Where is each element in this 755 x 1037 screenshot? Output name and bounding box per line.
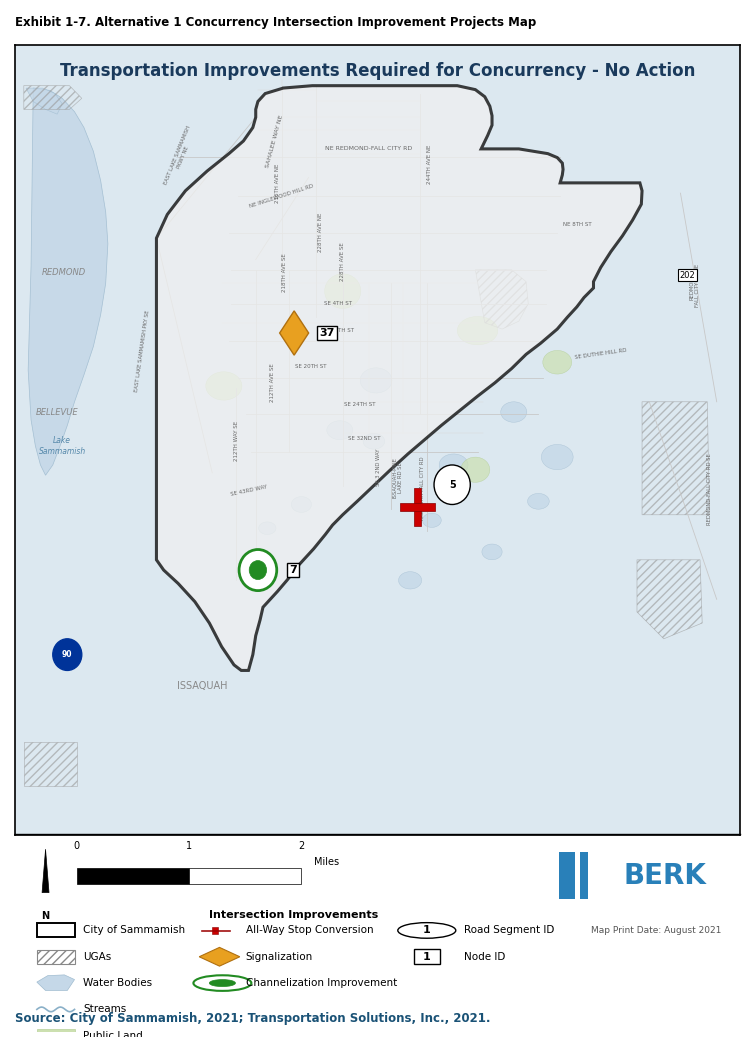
Text: ISSAQUAH-PINE
LAKE RD SE: ISSAQUAH-PINE LAKE RD SE	[393, 457, 403, 498]
Circle shape	[209, 980, 236, 986]
Bar	[77, 868, 189, 884]
Polygon shape	[543, 351, 572, 374]
Text: REDMOND: REDMOND	[42, 268, 87, 277]
Text: EAST LAKE SAMMAMISH PKY SE: EAST LAKE SAMMAMISH PKY SE	[134, 310, 150, 392]
Polygon shape	[439, 454, 468, 476]
Text: 212TH AVE SE: 212TH AVE SE	[270, 363, 275, 402]
Polygon shape	[156, 86, 642, 671]
Text: UGAs: UGAs	[83, 952, 112, 961]
Text: SE 3 2ND WAY: SE 3 2ND WAY	[377, 449, 381, 486]
Circle shape	[53, 639, 82, 671]
Polygon shape	[199, 948, 240, 966]
Text: SE 24TH ST: SE 24TH ST	[344, 401, 375, 407]
Text: EAST LAKE SAMMAMISH
PKWY NE: EAST LAKE SAMMAMISH PKWY NE	[164, 125, 197, 188]
Text: Public Land: Public Land	[83, 1031, 143, 1037]
Text: Road Segment ID: Road Segment ID	[464, 925, 555, 935]
Text: NE INGLEWOOD HILL RD: NE INGLEWOOD HILL RD	[249, 184, 315, 209]
Text: SE 43RD WAY: SE 43RD WAY	[230, 484, 267, 498]
Circle shape	[434, 465, 470, 504]
Bar	[581, 852, 587, 899]
Text: Streams: Streams	[83, 1005, 127, 1014]
Text: ISSAQUAH-FALL CITY RD: ISSAQUAH-FALL CITY RD	[420, 457, 425, 521]
Polygon shape	[541, 445, 573, 470]
Text: 202: 202	[680, 271, 695, 280]
Text: NE REDMOND-FALL CITY RD: NE REDMOND-FALL CITY RD	[325, 146, 412, 151]
Text: SE 20TH ST: SE 20TH ST	[295, 364, 327, 369]
Bar	[189, 868, 301, 884]
Text: 90: 90	[62, 650, 72, 660]
Text: SE 4TH ST: SE 4TH ST	[324, 302, 352, 306]
Text: 244TH AVE NE: 244TH AVE NE	[427, 145, 432, 185]
Polygon shape	[206, 371, 242, 400]
Text: Lake
Sammamish: Lake Sammamish	[39, 437, 86, 455]
Circle shape	[239, 550, 277, 591]
Polygon shape	[501, 401, 527, 422]
Text: 228TH AVE SE: 228TH AVE SE	[341, 243, 345, 281]
Text: 216TH AVE NE: 216TH AVE NE	[275, 163, 280, 202]
Text: 218TH AVE SE: 218TH AVE SE	[282, 253, 287, 291]
Text: Source: City of Sammamish, 2021; Transportation Solutions, Inc., 2021.: Source: City of Sammamish, 2021; Transpo…	[15, 1012, 491, 1026]
Text: REDMOND-FALL CITY RD SE: REDMOND-FALL CITY RD SE	[707, 453, 712, 525]
Text: All-Way Stop Conversion: All-Way Stop Conversion	[245, 925, 373, 935]
Bar	[37, 1029, 75, 1037]
Bar	[414, 950, 440, 964]
Text: SE DUTHIE HILL RD: SE DUTHIE HILL RD	[575, 348, 627, 361]
Text: Node ID: Node ID	[464, 952, 506, 961]
Polygon shape	[26, 88, 62, 114]
Text: BELLEVUE: BELLEVUE	[35, 408, 79, 417]
Bar	[37, 950, 75, 963]
Polygon shape	[461, 457, 490, 482]
Polygon shape	[279, 311, 309, 355]
Text: Exhibit 1-7. Alternative 1 Concurrency Intersection Improvement Projects Map: Exhibit 1-7. Alternative 1 Concurrency I…	[15, 16, 536, 29]
Bar	[212, 926, 218, 934]
Text: Water Bodies: Water Bodies	[83, 978, 153, 988]
Polygon shape	[28, 88, 108, 475]
Polygon shape	[291, 497, 312, 512]
Text: SE 8TH ST: SE 8TH ST	[326, 328, 354, 333]
Bar	[37, 923, 75, 937]
Bar	[201, 929, 230, 931]
Text: N: N	[42, 910, 50, 921]
Polygon shape	[482, 544, 502, 560]
Text: Transportation Improvements Required for Concurrency - No Action: Transportation Improvements Required for…	[60, 62, 695, 80]
Circle shape	[398, 923, 456, 938]
Polygon shape	[363, 433, 385, 449]
Polygon shape	[528, 494, 550, 509]
Polygon shape	[458, 316, 498, 345]
Text: Miles: Miles	[314, 858, 340, 867]
Text: 2: 2	[298, 841, 304, 850]
Polygon shape	[259, 522, 276, 534]
Text: 0: 0	[74, 841, 80, 850]
Polygon shape	[423, 513, 441, 528]
Text: SAHALEE WAY NE: SAHALEE WAY NE	[265, 114, 284, 168]
Text: 212TH WAY SE: 212TH WAY SE	[233, 421, 239, 461]
Text: SE 32ND ST: SE 32ND ST	[348, 436, 381, 441]
Text: NE 8TH ST: NE 8TH ST	[562, 222, 591, 227]
Circle shape	[193, 975, 251, 991]
Text: Map Print Date: August 2021: Map Print Date: August 2021	[591, 926, 722, 935]
Text: Signalization: Signalization	[245, 952, 313, 961]
Text: City of Sammamish: City of Sammamish	[83, 925, 186, 935]
Text: Intersection Improvements: Intersection Improvements	[209, 909, 378, 920]
Bar	[559, 852, 575, 899]
Polygon shape	[327, 421, 353, 440]
Text: 1: 1	[423, 952, 430, 961]
Polygon shape	[325, 274, 361, 308]
Text: ISSAQUAH: ISSAQUAH	[177, 681, 227, 692]
Text: 1: 1	[186, 841, 192, 850]
Text: REDMOND-
FALL CITY RD NE: REDMOND- FALL CITY RD NE	[689, 264, 701, 307]
Text: Channelization Improvement: Channelization Improvement	[245, 978, 397, 988]
Text: 7: 7	[289, 565, 297, 576]
Polygon shape	[37, 975, 75, 990]
Text: 1: 1	[423, 925, 430, 935]
Circle shape	[249, 561, 267, 580]
Bar	[400, 503, 435, 511]
Text: 5: 5	[448, 480, 455, 489]
Text: 228TH AVE NE: 228TH AVE NE	[319, 213, 323, 252]
Polygon shape	[399, 571, 422, 589]
Polygon shape	[360, 368, 392, 393]
Bar	[414, 487, 421, 526]
Text: 37: 37	[319, 328, 334, 338]
Text: BERK: BERK	[624, 862, 707, 890]
